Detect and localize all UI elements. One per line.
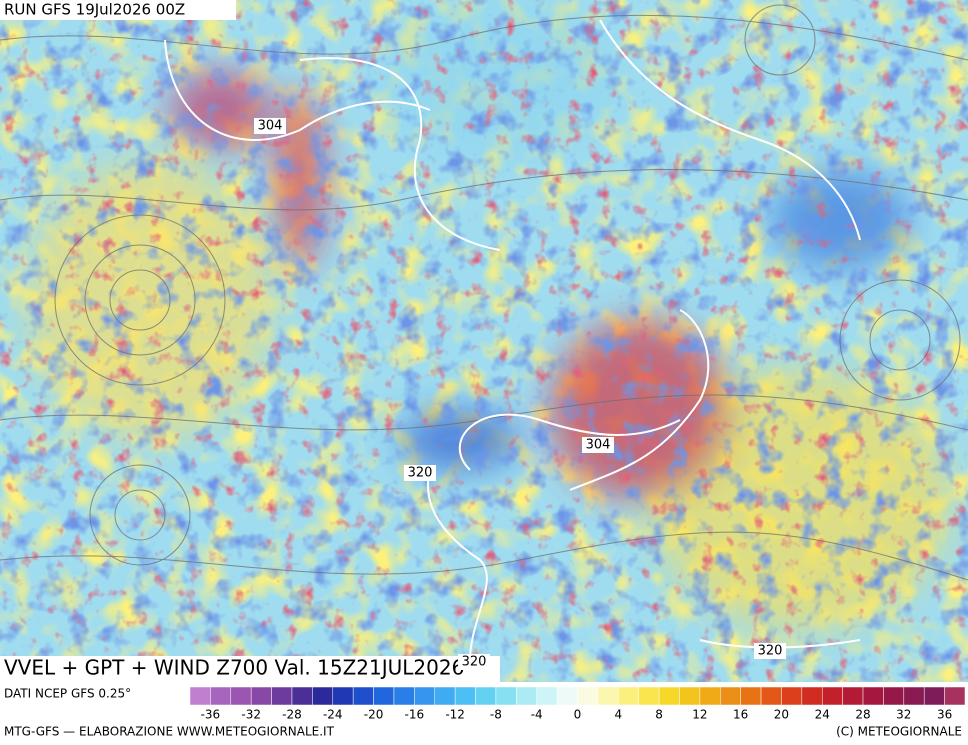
run-label: RUN GFS 19Jul2026 00Z: [4, 1, 185, 19]
colorbar-swatch: [230, 686, 252, 706]
colorbar-tick-label: 36: [937, 708, 952, 722]
colorbar-swatch: [577, 686, 599, 706]
colorbar-tick-label: -36: [201, 708, 221, 722]
contour-label-bg: [458, 654, 490, 670]
colorbar-swatch: [740, 686, 762, 706]
colorbar-swatch: [781, 686, 803, 706]
colorbar-swatch: [760, 686, 782, 706]
colorbar-swatch: [250, 686, 272, 706]
colorbar-swatch: [291, 686, 313, 706]
colorbar-swatch: [536, 686, 558, 706]
map-title: VVEL + GPT + WIND Z700 Val. 15Z21JUL2026: [4, 656, 464, 680]
contour-label: 320: [462, 655, 487, 670]
colorbar-swatch: [923, 686, 945, 706]
contour-label-bg: [582, 437, 614, 453]
data-source: DATI NCEP GFS 0.25°: [4, 687, 131, 701]
colorbar-tick-label: 32: [896, 708, 911, 722]
colorbar-tick-label: 4: [614, 708, 622, 722]
copyright: (C) METEOGIORNALE: [836, 725, 962, 739]
colorbar-tick-label: -4: [531, 708, 543, 722]
colorbar-swatch: [699, 686, 721, 706]
colorbar-swatch: [475, 686, 497, 706]
colorbar-tick-label: 8: [655, 708, 663, 722]
colorbar-tick-label: 12: [692, 708, 707, 722]
colorbar-swatch: [210, 686, 232, 706]
colorbar-tick-label: -28: [282, 708, 302, 722]
colorbar-swatch: [658, 686, 680, 706]
contour-label-bg: [404, 465, 436, 481]
contour-label: 320: [408, 466, 433, 481]
colorbar-swatch: [618, 686, 639, 706]
map-title-bg: [0, 656, 500, 682]
colorbar-swatch: [434, 686, 456, 706]
colorbar-swatch: [638, 686, 660, 706]
colorbar-swatch: [801, 686, 823, 706]
colorbar-tick-label: 28: [855, 708, 870, 722]
colorbar-tick-label: -8: [490, 708, 502, 722]
colorbar-swatch: [821, 686, 843, 706]
colorbar-swatch: [862, 686, 884, 706]
colorbar-swatch: [352, 686, 374, 706]
colorbar: -36 -32 -28 -24 -20 -16 -12 -8 -4 0 4 8 12 16 20 24 28 32…: [189, 686, 966, 722]
map-field: [0, 0, 968, 682]
colorbar-swatch: [720, 686, 741, 706]
colorbar-tick-label: 16: [733, 708, 748, 722]
colorbar-tick-label: 20: [774, 708, 789, 722]
colorbar-swatch: [883, 686, 905, 706]
colorbar-swatch: [597, 686, 619, 706]
colorbar-swatch: [373, 686, 395, 706]
credit: MTG-GFS — ELABORAZIONE WWW.METEOGIORNALE…: [4, 725, 335, 739]
colorbar-tick-label: 0: [574, 708, 582, 722]
colorbar-swatch: [271, 686, 293, 706]
colorbar-swatch: [679, 686, 701, 706]
contour-label: 304: [258, 119, 283, 134]
contour-label: 304: [586, 438, 611, 453]
run-label-bg: [0, 0, 236, 20]
colorbar-swatch: [516, 686, 537, 706]
contour-label: 320: [758, 644, 783, 659]
colorbar-swatch: [903, 686, 925, 706]
contour-label-bg: [254, 118, 286, 134]
colorbar-tick-label: -24: [323, 708, 343, 722]
contour-label-bg: [754, 643, 786, 659]
colorbar-swatch: [312, 686, 334, 706]
colorbar-tick-label: -20: [364, 708, 384, 722]
colorbar-tick-label: -12: [445, 708, 465, 722]
colorbar-swatch: [842, 686, 864, 706]
colorbar-swatch: [944, 686, 966, 706]
colorbar-swatch: [414, 686, 435, 706]
colorbar-swatch: [189, 686, 211, 706]
colorbar-swatch: [556, 686, 578, 706]
colorbar-tick-label: -16: [405, 708, 425, 722]
colorbar-tick-label: 24: [815, 708, 830, 722]
colorbar-swatch: [332, 686, 354, 706]
colorbar-swatch: [495, 686, 517, 706]
colorbar-swatch: [454, 686, 476, 706]
colorbar-tick-label: -32: [241, 708, 261, 722]
colorbar-swatch: [393, 686, 415, 706]
